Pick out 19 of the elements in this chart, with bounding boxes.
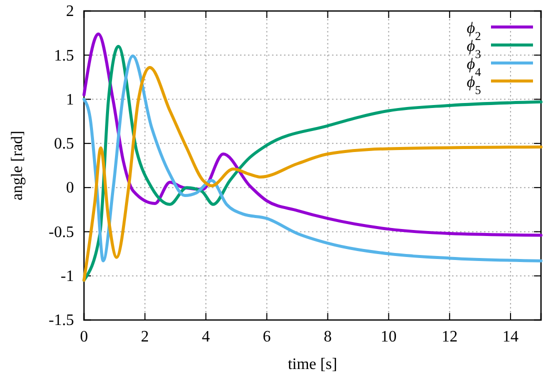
x-tick-label: 12 xyxy=(442,328,458,346)
x-tick-label: 14 xyxy=(502,328,519,346)
x-tick-label: 8 xyxy=(324,328,332,346)
y-tick-label: 0.5 xyxy=(54,136,74,153)
y-axis-title: angle [rad] xyxy=(9,130,26,200)
x-tick-label: 4 xyxy=(202,328,210,346)
x-tick-label: 0 xyxy=(80,328,88,346)
y-tick-label: -0.5 xyxy=(48,224,74,241)
y-tick-label: 0 xyxy=(66,180,74,197)
y-tick-label: 2 xyxy=(66,3,74,20)
x-tick-label: 10 xyxy=(380,328,397,346)
legend-label: ϕ$_{2}$ xyxy=(466,20,481,43)
y-tick-label: -1 xyxy=(60,268,74,285)
x-tick-label: 6 xyxy=(262,328,271,346)
y-tick-label: -1.5 xyxy=(48,312,74,330)
y-tick-label: 1 xyxy=(66,91,74,108)
y-tick-label: 1.5 xyxy=(54,47,74,64)
x-tick-label: 2 xyxy=(140,328,149,346)
x-axis-title: time [s] xyxy=(288,356,338,373)
